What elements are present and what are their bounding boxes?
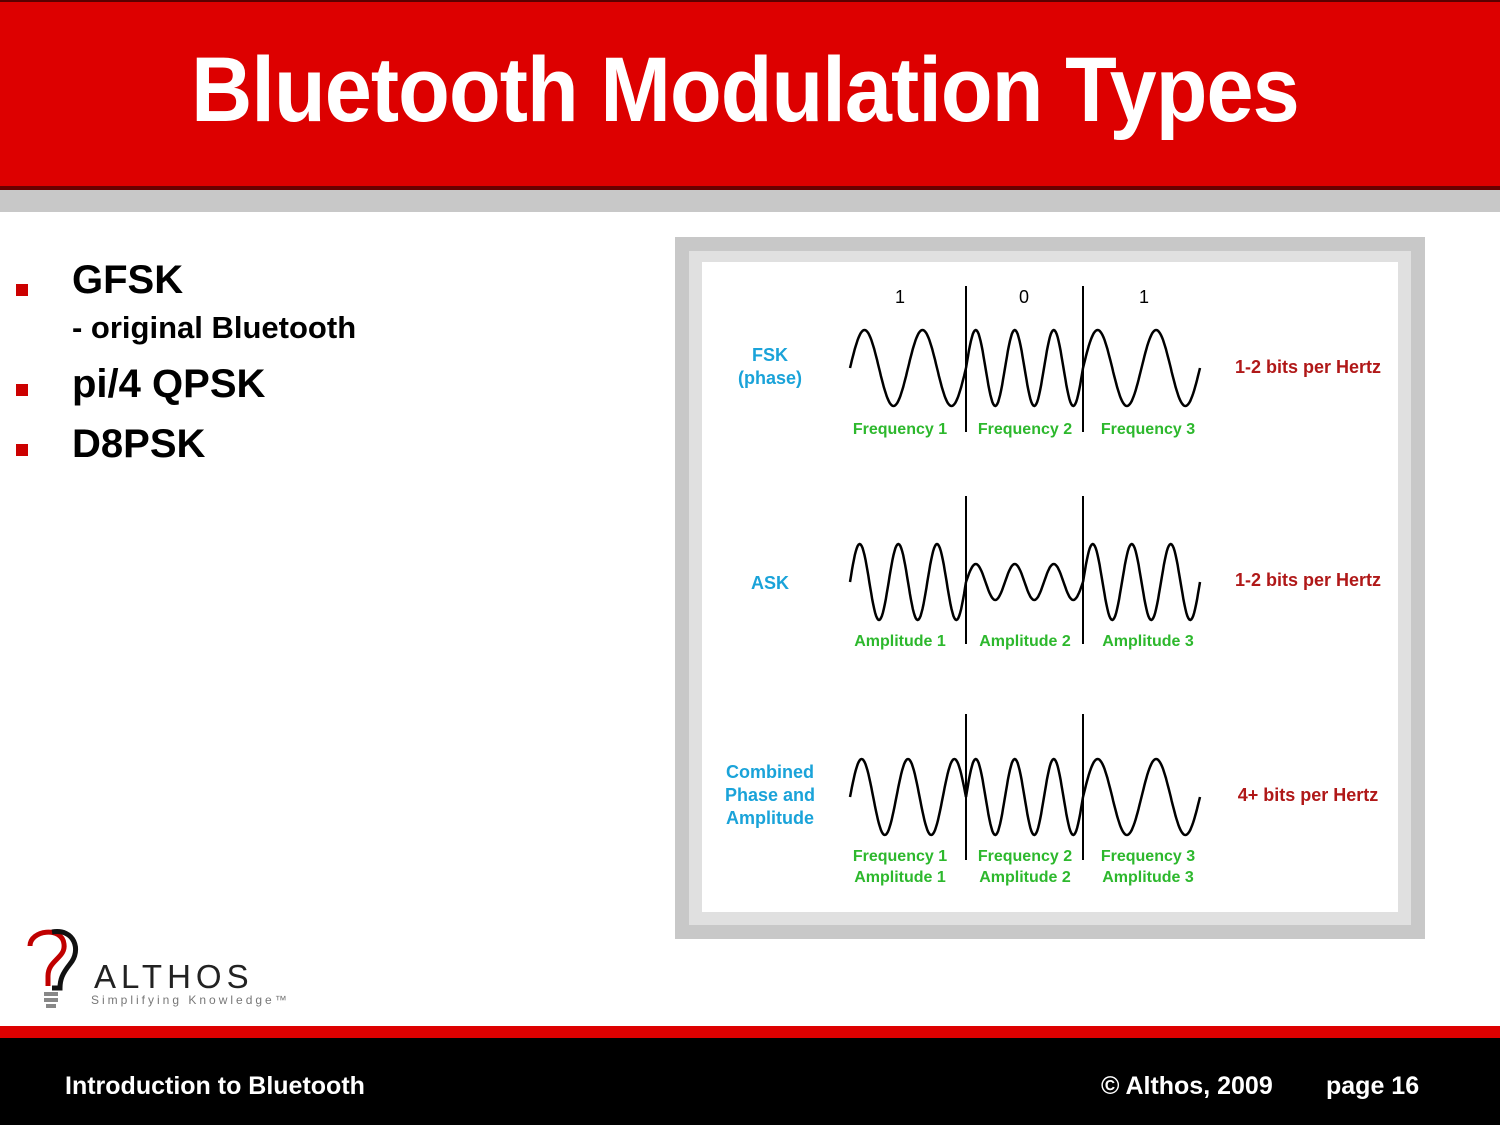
title-divider (0, 190, 1500, 212)
bullet-item-qpsk: pi/4 QPSK (0, 362, 640, 412)
bullet-square-icon (16, 444, 28, 456)
segment-label: Amplitude 1 (854, 869, 946, 886)
bullet-label: D8PSK (72, 422, 206, 466)
row-label-combined-line1: Combined (726, 762, 814, 782)
row-rate-combined: 4+ bits per Hertz (1238, 785, 1379, 805)
bullet-label: pi/4 QPSK (72, 362, 266, 406)
row-rate-ask: 1-2 bits per Hertz (1235, 570, 1381, 590)
bullet-sublabel: - original Bluetooth (72, 310, 357, 345)
bullet-square-icon (16, 284, 28, 296)
bit-label: 1 (895, 287, 905, 307)
bullet-item-gfsk: GFSK - original Bluetooth (0, 258, 640, 345)
segment-label: Amplitude 2 (979, 633, 1071, 650)
segment-label: Amplitude 2 (979, 869, 1071, 886)
logo-tagline: Simplifying Knowledge™ (91, 993, 290, 1007)
footer-course-title: Introduction to Bluetooth (65, 1072, 365, 1100)
row-label-fsk-line2: (phase) (738, 368, 802, 388)
fsk-wave-segment-2 (964, 328, 1085, 408)
row-label-combined-line3: Amplitude (726, 808, 814, 828)
segment-label: Amplitude 3 (1102, 633, 1194, 650)
logo-wordmark: ALTHOS (94, 958, 254, 995)
row-label-fsk-line1: FSK (752, 345, 788, 365)
footer-page-number: page 16 (1326, 1072, 1420, 1100)
ask-wave-segment-1 (848, 542, 968, 622)
row-label-ask: ASK (751, 573, 789, 593)
bullet-item-d8psk: D8PSK (0, 422, 640, 472)
row-rate-fsk: 1-2 bits per Hertz (1235, 357, 1381, 377)
combined-wave-segment-2 (964, 757, 1085, 837)
combined-wave-segment-3 (1081, 757, 1202, 837)
bullet-label: GFSK (72, 258, 184, 302)
segment-label: Frequency 1 (853, 421, 947, 438)
diagram-panel (702, 262, 1398, 912)
fsk-wave-segment-3 (1081, 328, 1202, 408)
waveform-group (848, 328, 1202, 837)
row-label-combined-line2: Phase and (725, 785, 815, 805)
ask-wave-segment-3 (1081, 542, 1202, 622)
bullet-square-icon (16, 384, 28, 396)
bit-label: 1 (1139, 287, 1149, 307)
segment-label: Frequency 2 (978, 848, 1072, 865)
slide-title: Bluetooth Modulation Types (191, 39, 1300, 141)
title-bar: Bluetooth Modulation Types (0, 0, 1500, 190)
segment-label: Amplitude 1 (854, 633, 946, 650)
ask-wave-segment-2 (964, 562, 1085, 602)
footer-bar: Introduction to Bluetooth © Althos, 2009… (0, 1038, 1500, 1125)
segment-label: Frequency 2 (978, 421, 1072, 438)
segment-label: Frequency 3 (1101, 848, 1195, 865)
fsk-wave-segment-1 (848, 328, 968, 408)
combined-wave-segment-1 (848, 757, 968, 837)
segment-label: Frequency 1 (853, 848, 947, 865)
bit-dividers (965, 286, 1084, 860)
footer-accent-bar (0, 1026, 1500, 1038)
lightbulb-question-icon (27, 929, 79, 1008)
segment-label: Frequency 3 (1101, 421, 1195, 438)
bit-label: 0 (1019, 287, 1029, 307)
althos-logo: ALTHOS Simplifying Knowledge™ (22, 924, 287, 1016)
footer-copyright: © Althos, 2009 (1101, 1072, 1273, 1100)
segment-label: Amplitude 3 (1102, 869, 1194, 886)
